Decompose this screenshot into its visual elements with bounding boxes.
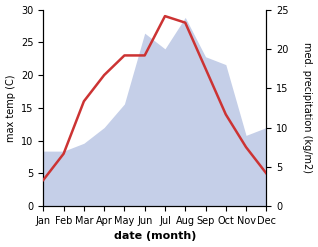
X-axis label: date (month): date (month) — [114, 231, 196, 242]
Y-axis label: med. precipitation (kg/m2): med. precipitation (kg/m2) — [302, 42, 313, 173]
Y-axis label: max temp (C): max temp (C) — [5, 74, 16, 142]
